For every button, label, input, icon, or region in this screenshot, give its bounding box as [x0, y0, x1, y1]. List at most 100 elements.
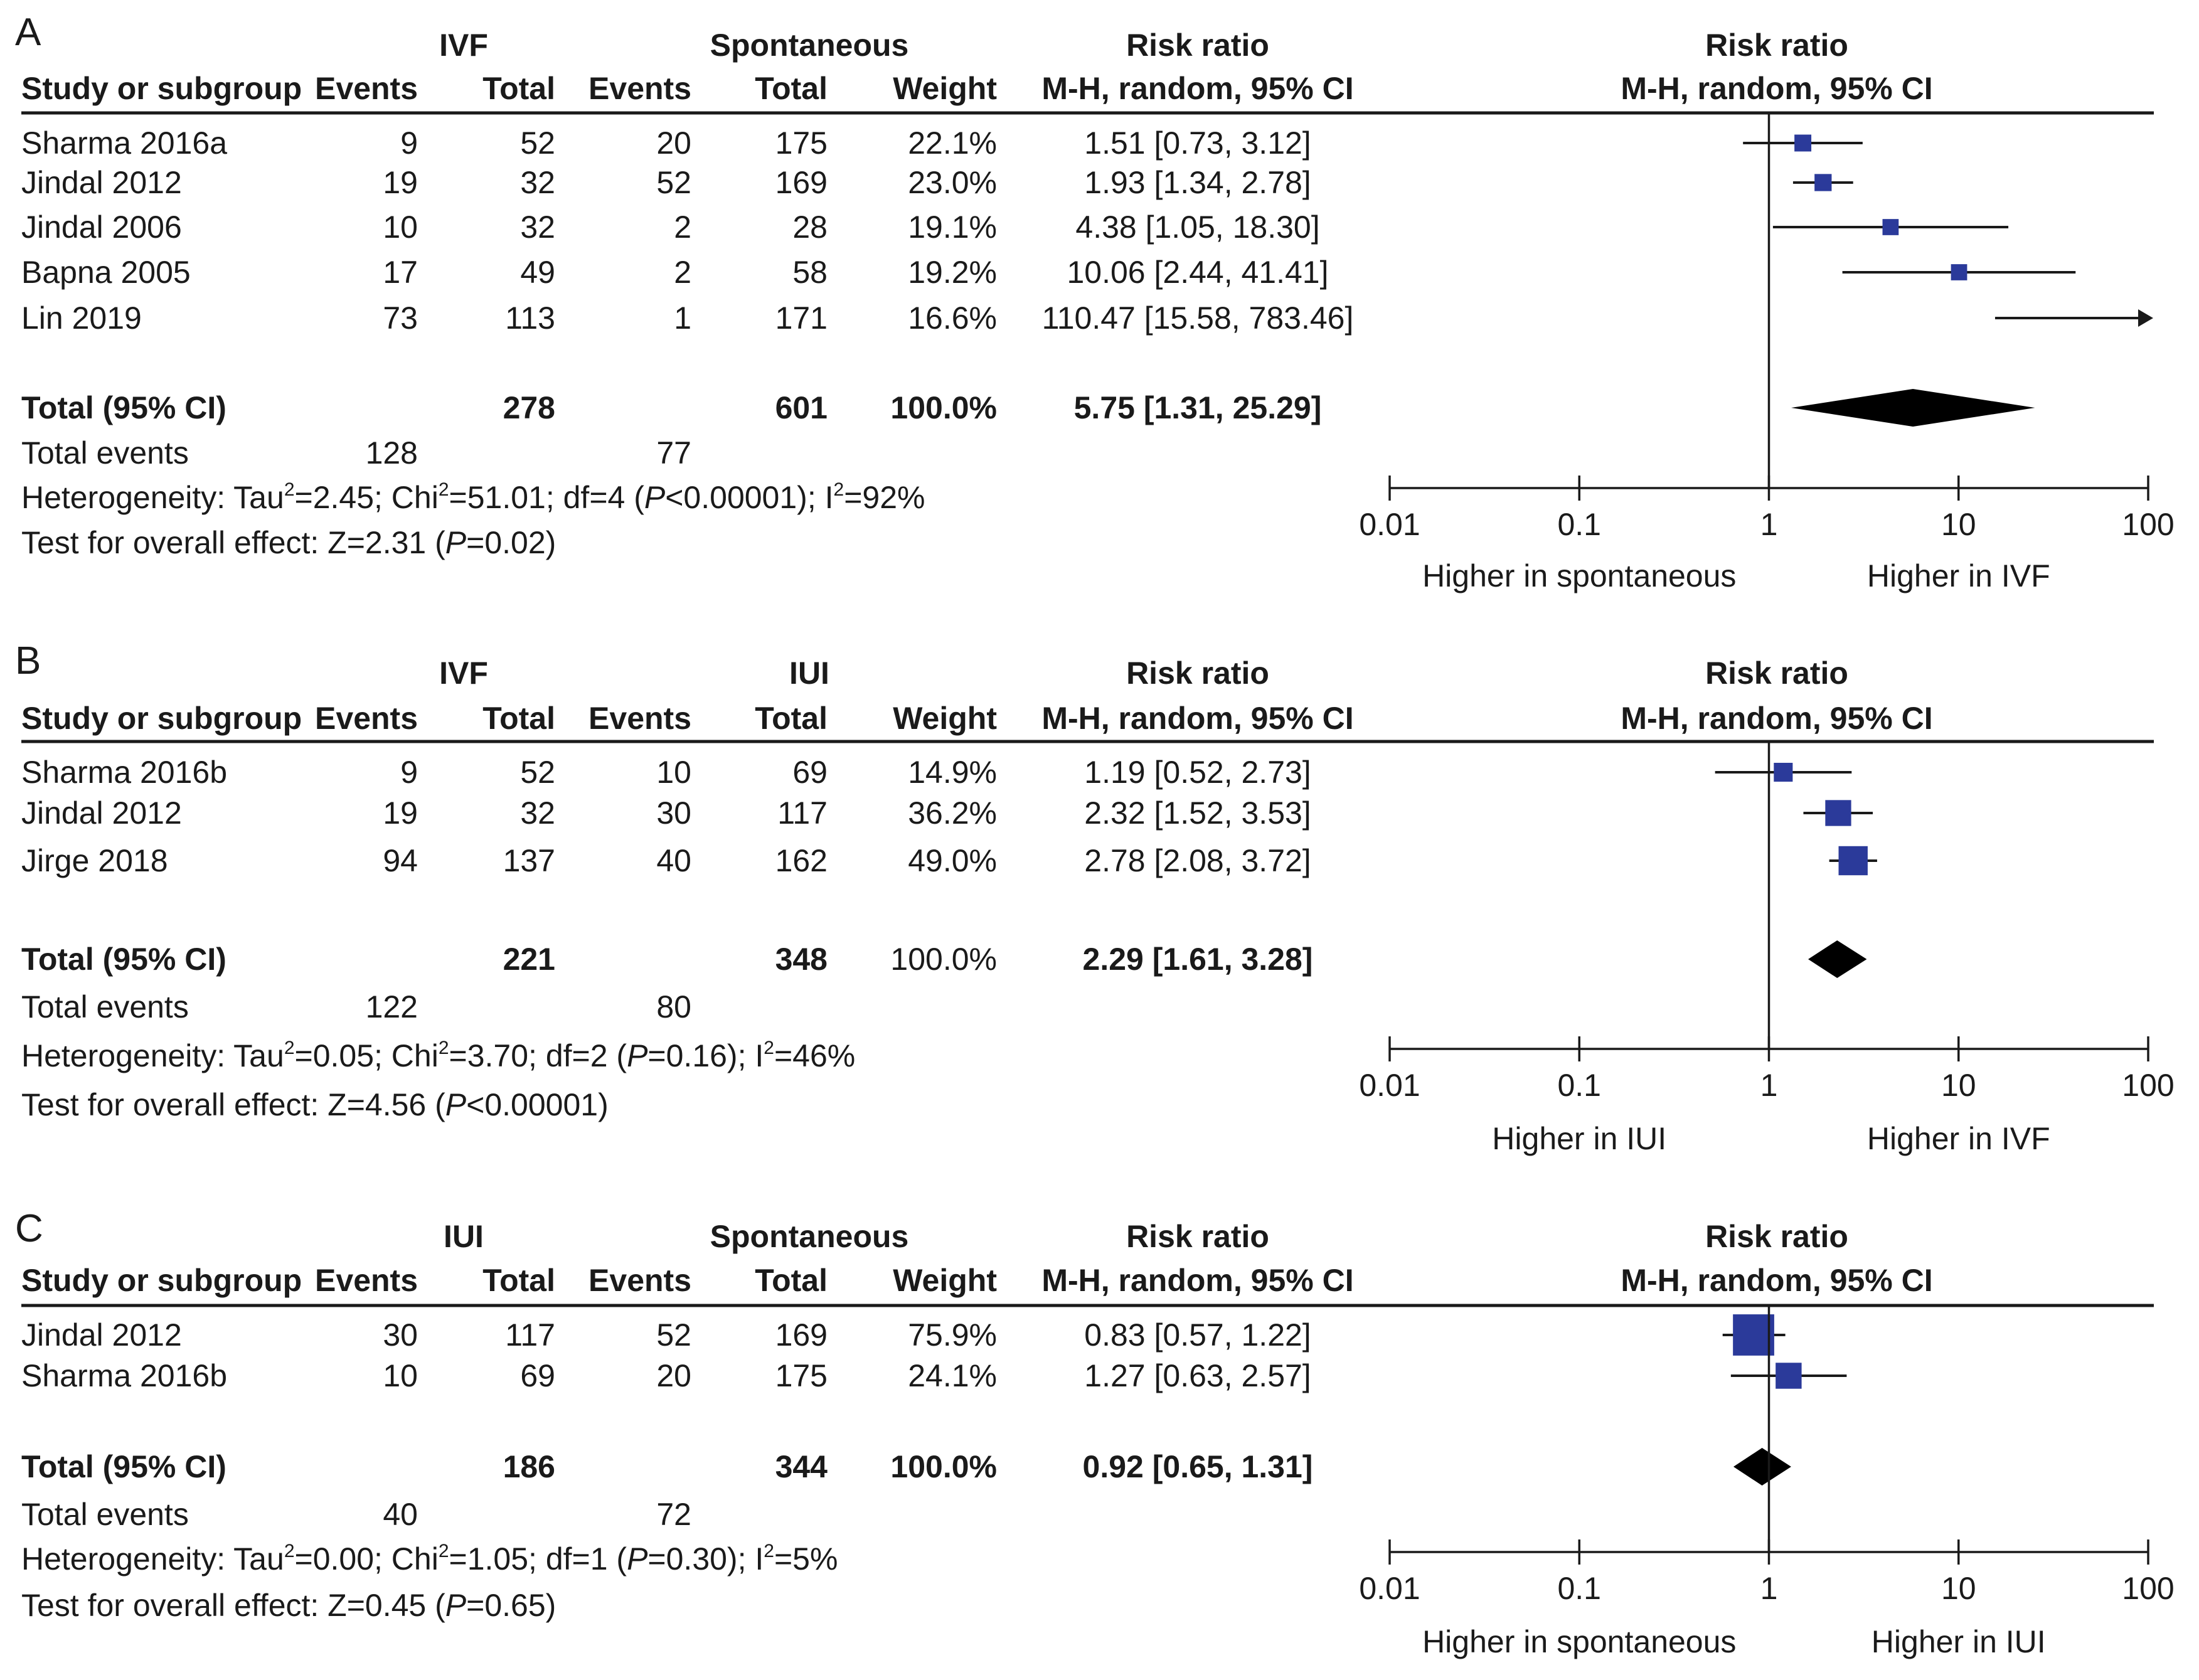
plot-method-header: M-H, random, 95% CI — [1621, 71, 1932, 106]
events1-cell: 9 — [400, 755, 418, 790]
total2-sum: 344 — [775, 1449, 828, 1484]
total-events2: 72 — [656, 1497, 691, 1532]
events1-cell: 17 — [383, 255, 418, 290]
favours-right-label: Higher in IVF — [1867, 1121, 2050, 1156]
risk-ratio-cell: 2.32 [1.52, 3.53] — [1084, 795, 1311, 831]
total1-sum: 221 — [503, 942, 555, 977]
total1-sum: 186 — [503, 1449, 555, 1484]
events2-cell: 52 — [656, 165, 691, 200]
plot-title: Risk ratio — [1705, 28, 1848, 63]
events2-cell: 30 — [656, 795, 691, 831]
total2-cell: 175 — [775, 125, 828, 161]
risk-ratio-header: Risk ratio — [1126, 656, 1269, 691]
events2-cell: 40 — [656, 843, 691, 878]
events2-cell: 20 — [656, 125, 691, 161]
events2-column-header: Events — [588, 1263, 691, 1298]
panel-label: C — [15, 1207, 43, 1250]
study-marker — [1794, 134, 1812, 152]
risk-ratio-cell: 2.78 [2.08, 3.72] — [1084, 843, 1311, 878]
total-weight: 100.0% — [890, 390, 997, 425]
risk-ratio-header: Risk ratio — [1126, 28, 1269, 63]
total1-cell: 52 — [520, 755, 555, 790]
study-name: Jindal 2006 — [21, 210, 182, 245]
risk-ratio-cell: 1.27 [0.63, 2.57] — [1084, 1358, 1311, 1393]
total-events-label: Total events — [21, 435, 189, 471]
total1-cell: 113 — [505, 300, 555, 336]
study-marker — [1774, 762, 1793, 782]
study-name: Jirge 2018 — [21, 843, 168, 878]
favours-left-label: Higher in IUI — [1492, 1121, 1666, 1156]
events1-column-header: Events — [315, 701, 418, 736]
plot-title: Risk ratio — [1705, 1219, 1848, 1254]
overall-effect-text: Test for overall effect: Z=0.45 (P=0.65) — [21, 1588, 556, 1623]
total-events-label: Total events — [21, 1497, 189, 1532]
x-tick-label: 10 — [1941, 1068, 1976, 1103]
events1-cell: 10 — [383, 1358, 418, 1393]
total-label: Total (95% CI) — [21, 390, 226, 425]
total-risk-ratio: 5.75 [1.31, 25.29] — [1074, 390, 1322, 425]
x-tick-label: 0.01 — [1359, 1068, 1420, 1103]
total1-cell: 52 — [520, 125, 555, 161]
x-tick-label: 10 — [1941, 507, 1976, 542]
x-tick-label: 0.01 — [1359, 1571, 1420, 1606]
risk-ratio-cell: 4.38 [1.05, 18.30] — [1075, 210, 1319, 245]
total-events2: 80 — [656, 989, 691, 1024]
total2-cell: 175 — [775, 1358, 828, 1393]
pooled-diamond — [1791, 389, 2035, 427]
x-tick-label: 100 — [2122, 1571, 2174, 1606]
heterogeneity-text: Heterogeneity: Tau2=0.05; Chi2=3.70; df=… — [21, 1038, 855, 1073]
x-tick-label: 10 — [1941, 1571, 1976, 1606]
total-events1: 128 — [366, 435, 418, 471]
pooled-diamond — [1808, 940, 1867, 978]
total2-cell: 169 — [775, 1317, 828, 1353]
x-tick-label: 0.01 — [1359, 507, 1420, 542]
events2-cell: 2 — [674, 255, 691, 290]
x-tick-label: 1 — [1760, 1571, 1778, 1606]
total1-column-header: Total — [482, 701, 555, 736]
group2-header: Spontaneous — [710, 28, 909, 63]
study-marker — [1776, 1363, 1802, 1389]
total2-cell: 117 — [777, 795, 828, 831]
events2-column-header: Events — [588, 71, 691, 106]
weight-cell: 49.0% — [908, 843, 997, 878]
rr-method-header: M-H, random, 95% CI — [1041, 701, 1353, 736]
study-name: Bapna 2005 — [21, 255, 191, 290]
total-events1: 40 — [383, 1497, 418, 1532]
total2-cell: 58 — [792, 255, 828, 290]
weight-column-header: Weight — [893, 71, 997, 106]
total-weight: 100.0% — [890, 942, 997, 977]
total2-column-header: Total — [755, 71, 828, 106]
study-name: Jindal 2012 — [21, 795, 182, 831]
events2-cell: 1 — [674, 300, 691, 336]
total1-column-header: Total — [482, 71, 555, 106]
events2-cell: 20 — [656, 1358, 691, 1393]
total1-cell: 69 — [520, 1358, 555, 1393]
events1-cell: 30 — [383, 1317, 418, 1353]
overall-effect-text: Test for overall effect: Z=4.56 (P<0.000… — [21, 1087, 609, 1122]
risk-ratio-cell: 0.83 [0.57, 1.22] — [1084, 1317, 1311, 1353]
events1-cell: 9 — [400, 125, 418, 161]
favours-right-label: Higher in IVF — [1867, 558, 2050, 593]
total2-sum: 601 — [775, 390, 828, 425]
events1-cell: 19 — [383, 165, 418, 200]
study-name: Sharma 2016b — [21, 755, 227, 790]
total2-cell: 169 — [775, 165, 828, 200]
total-label: Total (95% CI) — [21, 1449, 226, 1484]
study-name: Lin 2019 — [21, 300, 142, 336]
total1-column-header: Total — [482, 1263, 555, 1298]
events1-column-header: Events — [315, 71, 418, 106]
weight-column-header: Weight — [893, 701, 997, 736]
study-marker — [1951, 264, 1967, 280]
weight-cell: 14.9% — [908, 755, 997, 790]
total-events2: 77 — [656, 435, 691, 471]
total2-column-header: Total — [755, 701, 828, 736]
study-marker — [1882, 219, 1899, 235]
weight-cell: 75.9% — [908, 1317, 997, 1353]
study-name: Jindal 2012 — [21, 1317, 182, 1353]
total1-cell: 32 — [520, 210, 555, 245]
weight-column-header: Weight — [893, 1263, 997, 1298]
study-marker — [1825, 800, 1851, 826]
study-marker — [1733, 1314, 1774, 1356]
x-tick-label: 100 — [2122, 507, 2174, 542]
